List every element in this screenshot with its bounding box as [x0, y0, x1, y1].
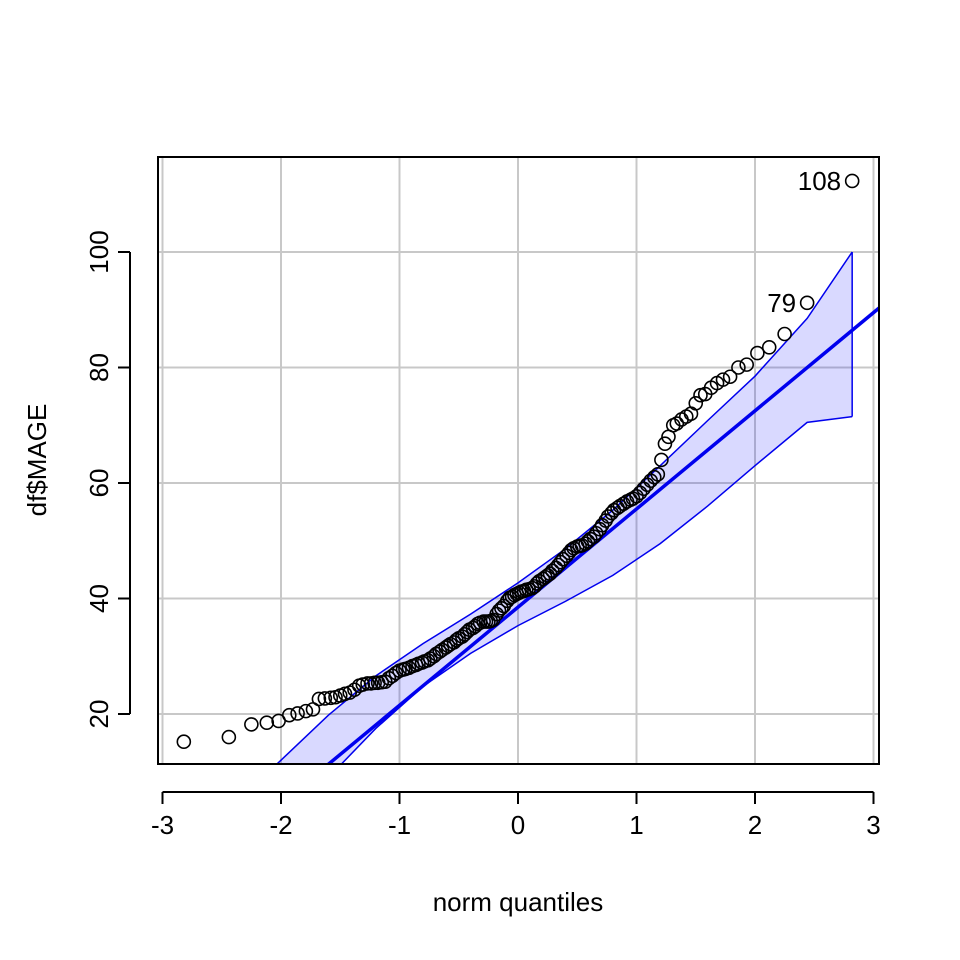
data-point	[323, 690, 339, 706]
data-point	[367, 675, 382, 691]
x-tick-label: 1	[629, 810, 643, 840]
x-tick-label: 3	[866, 810, 880, 840]
data-point	[527, 579, 542, 594]
data-point	[731, 360, 746, 375]
x-axis-title: norm quantiles	[433, 887, 604, 917]
data-point	[244, 717, 259, 732]
data-points	[176, 173, 860, 750]
data-point	[221, 729, 237, 745]
data-point	[491, 603, 507, 618]
x-tick-label: -1	[388, 810, 411, 840]
y-tick-label: 80	[84, 353, 114, 382]
data-point	[311, 691, 327, 707]
data-point	[777, 326, 792, 342]
x-tick-label: -3	[151, 810, 174, 840]
data-point	[317, 691, 333, 706]
data-point	[281, 707, 297, 723]
data-point	[669, 416, 685, 431]
confidence-envelope	[275, 251, 853, 764]
x-tick-label: 0	[511, 810, 525, 840]
data-point	[646, 469, 662, 485]
reference-line-segment	[325, 305, 879, 764]
y-axis: 20 40 60 80 100	[84, 230, 131, 729]
plot-frame	[157, 156, 880, 765]
data-point	[650, 467, 666, 482]
reference-line	[325, 305, 879, 764]
data-point	[654, 452, 669, 468]
data-point	[360, 676, 375, 691]
x-axis: -3 -2 -1 0 1 2 3	[151, 791, 881, 840]
data-point	[799, 295, 815, 311]
data-point	[722, 369, 738, 385]
data-point	[688, 396, 704, 411]
data-point	[540, 568, 555, 583]
point-label: 79	[767, 288, 796, 318]
data-point	[438, 640, 454, 655]
y-tick-label: 40	[84, 584, 114, 613]
y-tick-label: 60	[84, 469, 114, 498]
data-point	[739, 357, 755, 372]
data-point	[388, 665, 404, 681]
data-point	[657, 436, 673, 452]
y-tick-label: 20	[84, 700, 114, 729]
x-tick-label: -2	[269, 810, 292, 840]
data-point	[612, 498, 628, 514]
y-tick-label: 100	[84, 230, 114, 273]
data-point	[715, 372, 731, 387]
data-point	[298, 703, 314, 719]
envelope-lower-line	[340, 415, 853, 764]
envelope-upper-line	[275, 251, 853, 764]
point-label: 108	[798, 166, 841, 196]
x-tick-label: 2	[748, 810, 762, 840]
y-axis-title: df$MAGE	[22, 404, 52, 517]
data-point	[290, 706, 305, 721]
outlier-labels: 108 79	[767, 166, 841, 318]
envelope-fill	[276, 252, 853, 764]
data-point	[844, 173, 860, 189]
data-point	[176, 734, 192, 750]
data-point	[750, 345, 765, 361]
data-point	[761, 339, 777, 355]
data-point	[347, 682, 362, 698]
data-point	[259, 715, 275, 730]
